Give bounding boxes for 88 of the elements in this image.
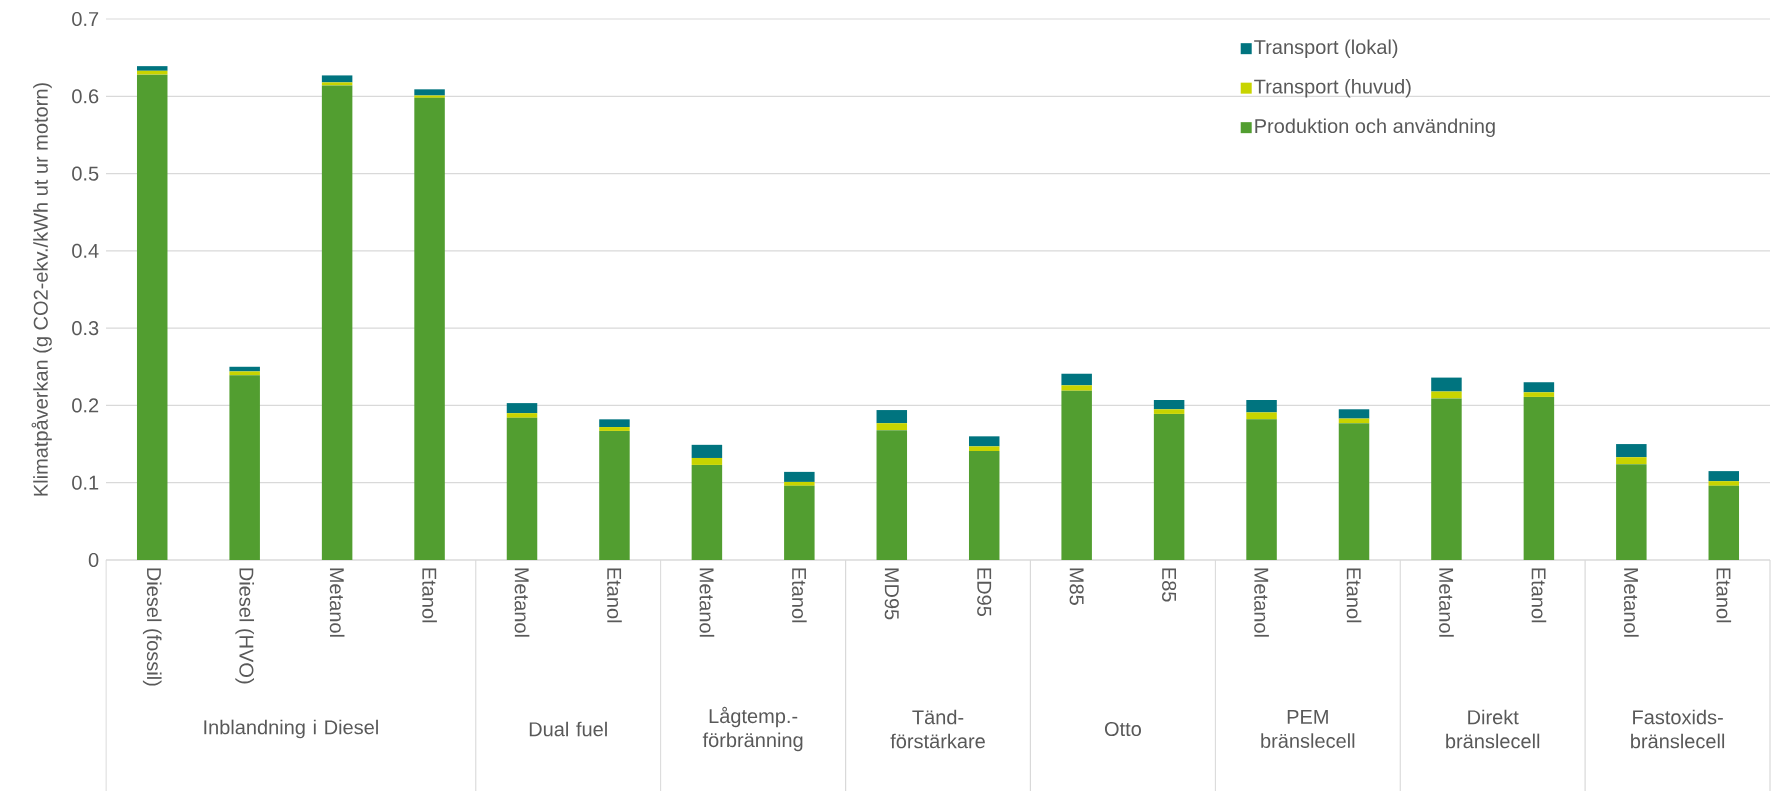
text: Dual fuel [529, 721, 607, 737]
x-tick-label: Metanol [514, 568, 530, 637]
x-tick-label: Etanol [1716, 568, 1732, 623]
bar [506, 417, 538, 560]
bar [1708, 481, 1740, 486]
bar [1153, 413, 1185, 560]
legend-label: Transport (huvud) [1254, 78, 1411, 98]
bar [506, 403, 538, 414]
bar [599, 430, 630, 560]
bar [1153, 400, 1185, 410]
bar [968, 446, 1000, 452]
y-tick-label: 0.1 [72, 475, 99, 490]
text: Lågtemp.-förbränning [702, 706, 803, 752]
bar [1246, 412, 1277, 420]
bar [599, 427, 630, 431]
bar [784, 485, 815, 560]
bar [1153, 409, 1185, 414]
text: Inblandning i Diesel [204, 719, 378, 739]
bar [136, 74, 168, 560]
text: Direkt bränslecell [1446, 709, 1540, 749]
bar [1616, 457, 1647, 465]
text: Fastoxids-bränslecell [1631, 709, 1725, 749]
bar [876, 410, 908, 424]
x-tick-label: Etanol [607, 568, 622, 623]
bar [691, 457, 723, 465]
x-tick-label: Metanol [1439, 568, 1454, 637]
bar [1338, 409, 1370, 419]
text: PEM bränslecell [1261, 710, 1355, 748]
x-tick-label: Metanol [699, 568, 715, 637]
bar [1616, 444, 1647, 458]
y-tick-label: 0.5 [72, 166, 99, 181]
bar [876, 430, 908, 560]
bar [1061, 373, 1092, 386]
bar [1523, 396, 1555, 560]
x-tick-label: ED95 [977, 568, 992, 617]
x-tick-label: E85 [1162, 568, 1177, 602]
bar [784, 481, 815, 486]
legend-label: Produktion och användning [1255, 118, 1495, 138]
y-tick-label: 0.7 [72, 11, 99, 27]
bar [414, 97, 445, 560]
bar [1431, 398, 1462, 560]
bar [1246, 400, 1277, 413]
bar [784, 471, 815, 482]
y-tick-label: 0.3 [72, 321, 99, 336]
x-tick-label: Metanol [1254, 568, 1269, 637]
bar [1616, 464, 1647, 560]
x-tick-label: Diesel (fossil) [142, 568, 162, 686]
bar [414, 89, 445, 96]
x-tick-label: Metanol [1624, 568, 1639, 637]
text: Tänd-förstärkare [890, 709, 985, 749]
bar [876, 423, 908, 431]
bar [136, 66, 168, 71]
y-tick-label: 0.4 [72, 243, 99, 258]
y-tick-label: 0 [88, 552, 99, 568]
bar [599, 419, 630, 428]
bar [691, 444, 723, 458]
bar [136, 70, 168, 75]
bar [1338, 423, 1370, 560]
x-tick-label: Etanol [792, 568, 807, 623]
x-tick-label: Etanol [422, 568, 437, 623]
bar [229, 371, 260, 376]
x-tick-label: Etanol [1531, 568, 1547, 623]
bar [1431, 377, 1462, 392]
x-tick-label: Diesel (HVO) [235, 568, 254, 684]
legend-label: Transport (lokal) [1254, 39, 1398, 59]
y-tick-label: 0.2 [72, 398, 99, 413]
text: Otto [1104, 721, 1141, 737]
bar [1523, 382, 1555, 393]
y-axis-title: Klimatpåverkan (g CO2-ekv./kWh ut ur motorn) [31, 83, 52, 496]
bar [968, 451, 1000, 560]
x-tick-label: MD95 [884, 568, 899, 620]
x-tick-label: Etanol [1346, 568, 1362, 623]
x-tick-label: M85 [1069, 568, 1084, 605]
y-tick-label: 0.6 [72, 89, 99, 104]
bar [506, 413, 538, 418]
x-tick-label: Metanol [329, 568, 345, 637]
bar [1246, 419, 1277, 560]
bar [1523, 392, 1555, 397]
bar [968, 436, 1000, 447]
bar [321, 82, 353, 86]
bar [321, 75, 353, 83]
bar [1708, 485, 1740, 560]
bar [1061, 385, 1092, 391]
bar [229, 375, 260, 560]
bar [1061, 390, 1092, 560]
bar [1708, 471, 1740, 482]
bar [691, 464, 723, 560]
bar [321, 85, 353, 560]
